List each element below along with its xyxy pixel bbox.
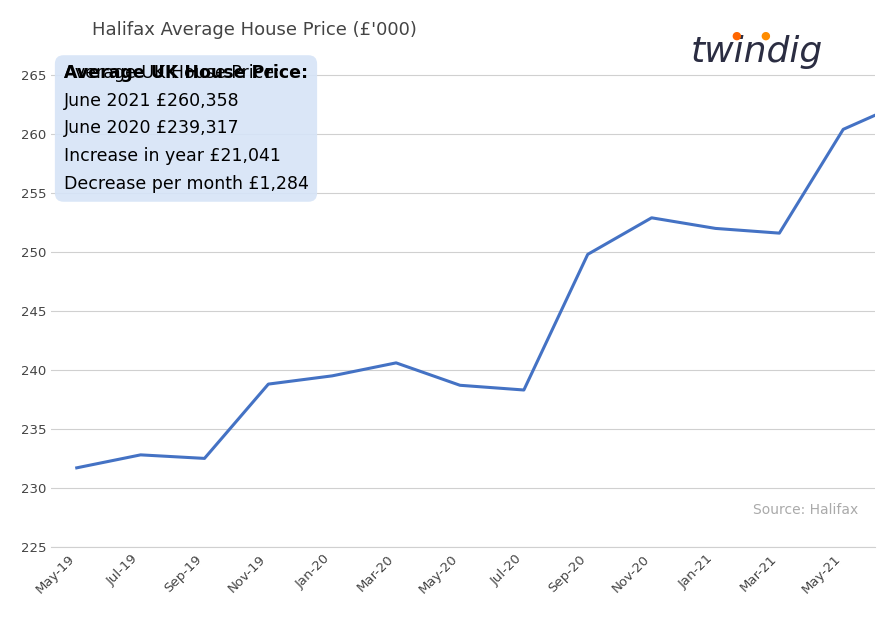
Text: ●: ● [732,31,741,41]
Text: Halifax Average House Price (£'000): Halifax Average House Price (£'000) [92,21,418,39]
Text: Source: Halifax: Source: Halifax [754,503,858,517]
Text: twindig: twindig [691,35,823,70]
Text: ●: ● [761,31,770,41]
Text: Average UK House Price:
June 2021 £260,358
June 2020 £239,317
Increase in year £: Average UK House Price: June 2021 £260,3… [64,64,308,193]
Text: Average UK House Price:: Average UK House Price: [64,64,307,82]
